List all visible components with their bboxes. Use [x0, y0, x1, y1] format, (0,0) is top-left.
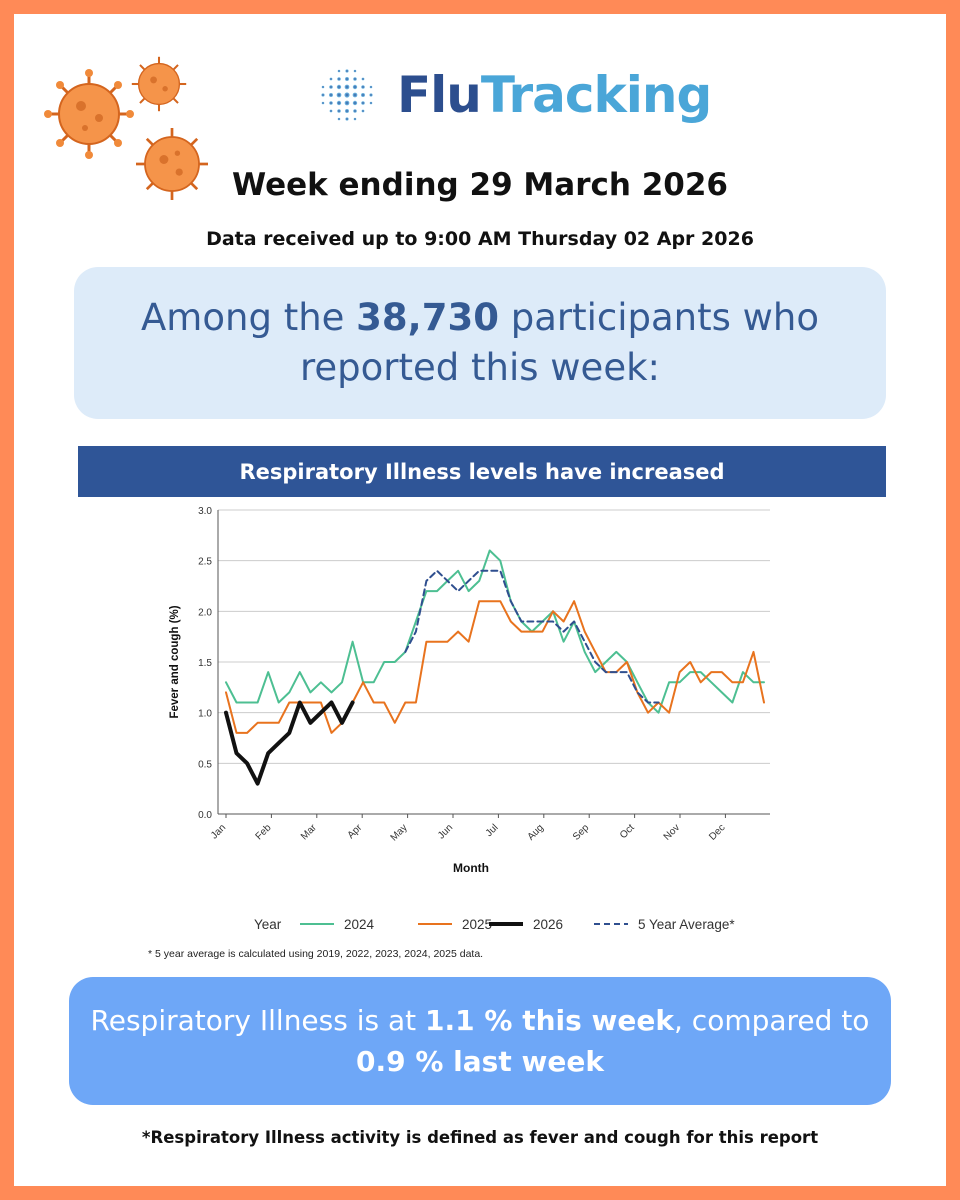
participants-count: 38,730 — [356, 296, 499, 339]
y-tick-label: 0.0 — [198, 810, 212, 821]
legend-label: 2025 — [462, 917, 492, 932]
x-tick-label: Apr — [346, 822, 365, 841]
chart-footnote: * 5 year average is calculated using 201… — [148, 948, 484, 960]
y-tick-label: 2.0 — [198, 607, 212, 618]
series-line-2025 — [225, 600, 765, 734]
y-axis-title: Fever and cough (%) — [169, 605, 181, 718]
series-line-2026 — [224, 700, 355, 786]
y-tick-label: 2.5 — [198, 557, 212, 568]
x-tick-label: Jun — [436, 822, 455, 841]
x-tick-label: Jul — [484, 822, 501, 839]
brand-tracking: Tracking — [480, 65, 712, 124]
summary-last-week: 0.9 % last week — [356, 1045, 604, 1078]
x-tick-label: Oct — [618, 822, 637, 841]
x-tick-label: Jan — [209, 822, 228, 841]
x-axis-title: Month — [453, 861, 489, 875]
participants-prefix: Among the — [141, 296, 357, 339]
x-tick-label: Sep — [571, 822, 592, 843]
participants-suffix: participants who reported this week: — [300, 296, 819, 389]
legend-label: 2026 — [533, 917, 563, 932]
series-line-5-year-average- — [404, 569, 660, 704]
chart-area: 0.0 0.5 1.0 1.5 2.0 2.5 3.0 Jan Feb Mar Apr May Jun J… — [124, 500, 884, 970]
x-tick-label: Nov — [662, 822, 682, 842]
y-tick-label: 3.0 — [198, 506, 212, 517]
report-card: FluTracking Week ending 29 March 2026 Da… — [14, 14, 946, 1186]
globe-icon — [321, 68, 373, 121]
status-banner: Respiratory Illness levels have increase… — [78, 446, 886, 497]
x-tick-label: May — [389, 822, 410, 843]
x-tick-label: Feb — [254, 822, 274, 842]
x-tick-label: Mar — [299, 822, 319, 842]
brand-flu: Flu — [397, 65, 482, 124]
series-line-2024 — [225, 549, 765, 714]
legend-label: 5 Year Average* — [638, 917, 735, 932]
definition-note: *Respiratory Illness activity is defined… — [141, 1128, 819, 1147]
flutracking-logo: FluTracking — [309, 47, 712, 142]
legend-title: Year — [254, 917, 282, 932]
y-tick-label: 0.5 — [198, 759, 212, 770]
virus-illustration — [44, 56, 209, 201]
summary-part2: , compared to — [674, 1004, 870, 1037]
y-tick-label: 1.5 — [198, 658, 212, 669]
summary-panel: Respiratory Illness is at 1.1 % this wee… — [69, 977, 891, 1105]
participants-panel: Among the 38,730 participants who report… — [74, 267, 886, 419]
line-chart: 0.0 0.5 1.0 1.5 2.0 2.5 3.0 Jan Feb Mar Apr May Jun J… — [169, 506, 770, 932]
summary-text: Respiratory Illness is at 1.1 % this wee… — [80, 1000, 880, 1082]
summary-part1: Respiratory Illness is at — [90, 1004, 426, 1037]
participants-text: Among the 38,730 participants who report… — [130, 293, 830, 393]
brand-wordmark: FluTracking — [397, 65, 712, 124]
summary-this-week: 1.1 % this week — [425, 1004, 674, 1037]
x-tick-label: Dec — [707, 822, 727, 842]
week-title: Week ending 29 March 2026 — [231, 167, 728, 203]
x-tick-label: Aug — [526, 822, 546, 842]
data-received-note: Data received up to 9:00 AM Thursday 02 … — [206, 228, 754, 250]
y-tick-label: 1.0 — [198, 709, 212, 720]
legend-label: 2024 — [344, 917, 375, 932]
